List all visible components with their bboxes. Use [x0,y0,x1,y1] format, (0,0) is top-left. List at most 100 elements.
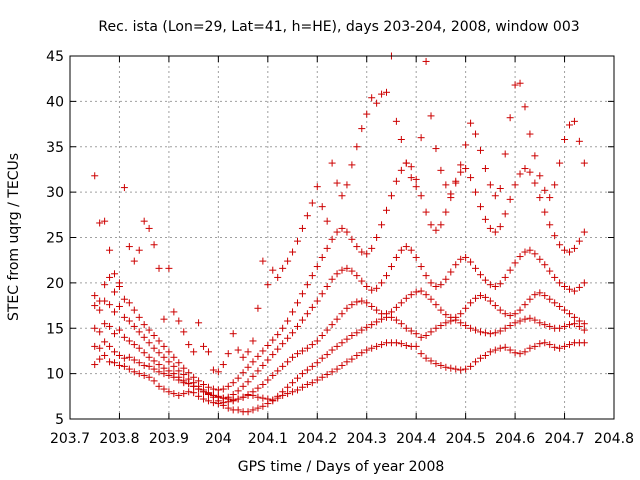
data-point [264,400,272,408]
data-point [442,311,450,319]
data-point [561,283,569,291]
data-point [115,279,123,287]
data-point [457,255,465,263]
data-point [185,369,193,377]
data-point [442,275,450,283]
data-point [506,312,514,320]
data-point [279,340,287,348]
data-point [313,376,321,384]
data-point [125,365,133,373]
data-point [521,165,529,173]
data-point [486,348,494,356]
data-point [427,112,435,120]
data-point [412,253,420,261]
data-point [224,404,232,412]
data-point [229,379,237,387]
data-point [239,393,247,401]
data-point [442,319,450,327]
data-point [392,316,400,324]
data-point [452,365,460,373]
data-point [303,281,311,289]
data-point [392,253,400,261]
data-point [343,304,351,312]
data-point [462,253,470,261]
data-point [244,390,252,398]
data-point [145,373,153,381]
data-point [427,328,435,336]
data-point [496,280,504,288]
data-point [472,326,480,334]
data-point [531,342,539,350]
data-point [546,267,554,275]
data-point [219,401,227,409]
data-point [274,345,282,353]
data-point [536,172,544,180]
data-point [511,310,519,318]
data-point [383,272,391,280]
data-point [343,335,351,343]
data-point [432,226,440,234]
data-point [338,224,346,232]
data-point [303,212,311,220]
data-point [333,315,341,323]
data-point [561,342,569,350]
data-point [130,306,138,314]
data-point [195,377,203,385]
data-point [491,346,499,354]
data-point [328,275,336,283]
data-point [204,383,212,391]
data-point [531,291,539,299]
data-point [279,324,287,332]
data-point [165,388,173,396]
data-point [526,295,534,303]
data-point [457,366,465,374]
data-point [472,358,480,366]
data-point [565,321,573,329]
data-point [91,292,99,300]
data-point [135,246,143,254]
x-tick-label: 204.4 [396,431,436,447]
data-point [175,391,183,399]
y-tick-label: 45 [46,49,64,65]
data-point [269,371,277,379]
data-point [313,183,321,191]
data-point [437,306,445,314]
data-point [120,184,128,192]
data-point [348,161,356,169]
data-point [313,359,321,367]
chart-title: Rec. ista (Lon=29, Lat=41, h=HE), days 2… [98,19,579,35]
data-point [476,354,484,362]
data-point [328,159,336,167]
data-point [452,261,460,269]
data-point [115,302,123,310]
y-tick-label: 5 [55,412,64,428]
data-point [308,303,316,311]
data-point [412,342,420,350]
data-point [111,330,119,338]
data-point [289,379,297,387]
data-point [111,348,119,356]
data-point [274,331,282,339]
data-point [219,361,227,369]
data-point [407,163,415,171]
data-point [195,319,203,327]
data-point [506,346,514,354]
data-point [96,219,104,227]
data-point [392,339,400,347]
data-point [363,323,371,331]
data-point [289,388,297,396]
data-point [472,130,480,138]
data-point [125,337,133,345]
data-point [407,327,415,335]
data-point [239,369,247,377]
data-point [496,344,504,352]
data-point [165,348,173,356]
data-point [556,344,564,352]
data-point [516,306,524,314]
data-point [531,316,539,324]
data-point [289,248,297,256]
data-point [170,370,178,378]
data-point [293,299,301,307]
data-point [407,291,415,299]
data-point [130,257,138,265]
